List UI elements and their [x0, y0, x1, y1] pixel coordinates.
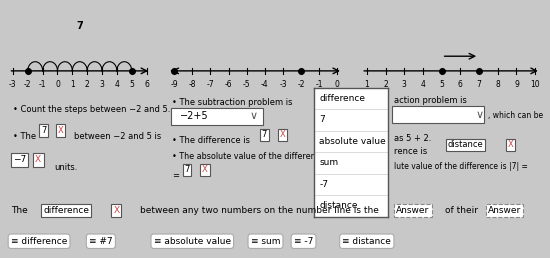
Text: ≡ sum: ≡ sum: [251, 237, 280, 246]
Text: -5: -5: [243, 80, 250, 89]
Text: -1: -1: [316, 80, 323, 89]
Text: 9: 9: [514, 80, 519, 89]
Text: 6: 6: [144, 80, 149, 89]
Text: 7: 7: [76, 21, 83, 30]
Text: X: X: [58, 126, 63, 135]
Text: lute value of the difference is |7| =: lute value of the difference is |7| =: [394, 162, 527, 171]
Text: Answer: Answer: [488, 206, 521, 215]
Text: , which can be: , which can be: [487, 111, 543, 120]
Text: X: X: [202, 165, 208, 174]
Text: as 5 + 2.: as 5 + 2.: [394, 134, 431, 143]
Text: X: X: [279, 130, 285, 139]
Text: ≡ -7: ≡ -7: [294, 237, 313, 246]
Text: 1: 1: [70, 80, 75, 89]
Text: -3: -3: [279, 80, 287, 89]
Text: ≡ absolute value: ≡ absolute value: [154, 237, 231, 246]
Text: X: X: [508, 141, 513, 149]
Text: 8: 8: [496, 80, 500, 89]
Text: 2: 2: [383, 80, 388, 89]
Text: -4: -4: [261, 80, 268, 89]
Text: ∨: ∨: [250, 111, 258, 121]
Text: difference: difference: [320, 94, 365, 103]
Text: between −2 and 5 is: between −2 and 5 is: [74, 132, 161, 141]
Text: -1: -1: [39, 80, 46, 89]
Text: 7: 7: [262, 130, 267, 139]
Text: 2: 2: [85, 80, 90, 89]
Text: −7: −7: [13, 156, 26, 164]
Text: -7: -7: [207, 80, 214, 89]
FancyBboxPatch shape: [171, 108, 263, 125]
Text: X: X: [113, 206, 119, 215]
Text: absolute value: absolute value: [320, 137, 386, 146]
Text: -3: -3: [9, 80, 16, 89]
Text: 7: 7: [320, 116, 325, 124]
Text: difference: difference: [43, 206, 89, 215]
Text: between any two numbers on the number line is the: between any two numbers on the number li…: [140, 206, 379, 215]
Text: ≡ distance: ≡ distance: [342, 237, 391, 246]
Text: units.: units.: [54, 163, 78, 172]
Text: action problem is: action problem is: [394, 96, 466, 105]
Text: of their: of their: [445, 206, 478, 215]
Text: 3: 3: [402, 80, 406, 89]
Text: • Count the steps between −2 and 5.: • Count the steps between −2 and 5.: [13, 105, 170, 114]
FancyBboxPatch shape: [392, 106, 485, 123]
Text: • The difference is: • The difference is: [173, 136, 250, 145]
Text: distance: distance: [320, 201, 358, 211]
Text: • The absolute value of the difference is |−: • The absolute value of the difference i…: [173, 152, 346, 161]
Text: 6: 6: [458, 80, 463, 89]
Text: Answer: Answer: [396, 206, 430, 215]
Text: -6: -6: [225, 80, 232, 89]
Text: X: X: [35, 156, 41, 164]
Text: 7: 7: [41, 126, 47, 135]
Text: -8: -8: [189, 80, 196, 89]
Text: 7: 7: [477, 80, 481, 89]
Text: −2+5: −2+5: [180, 111, 208, 121]
Text: 1: 1: [365, 80, 369, 89]
Text: • The subtraction problem is: • The subtraction problem is: [173, 98, 293, 107]
Text: • The: • The: [13, 132, 36, 141]
Text: -2: -2: [298, 80, 305, 89]
Text: -7: -7: [320, 180, 328, 189]
Text: 4: 4: [421, 80, 425, 89]
Text: ≡ difference: ≡ difference: [11, 237, 67, 246]
Text: 7: 7: [184, 165, 190, 174]
Text: 10: 10: [530, 80, 540, 89]
Text: 4: 4: [114, 80, 119, 89]
Text: 3: 3: [100, 80, 104, 89]
Text: 5: 5: [439, 80, 444, 89]
Text: 0: 0: [55, 80, 60, 89]
Text: distance: distance: [448, 141, 483, 149]
Text: -2: -2: [24, 80, 31, 89]
Text: 0: 0: [335, 80, 340, 89]
Text: The: The: [11, 206, 28, 215]
Text: -9: -9: [170, 80, 178, 89]
Text: ∨: ∨: [475, 110, 483, 120]
Text: sum: sum: [320, 158, 339, 167]
Text: ≡ #7: ≡ #7: [89, 237, 113, 246]
Text: rence is: rence is: [394, 147, 427, 156]
Text: =: =: [173, 171, 179, 180]
Text: 5: 5: [129, 80, 134, 89]
